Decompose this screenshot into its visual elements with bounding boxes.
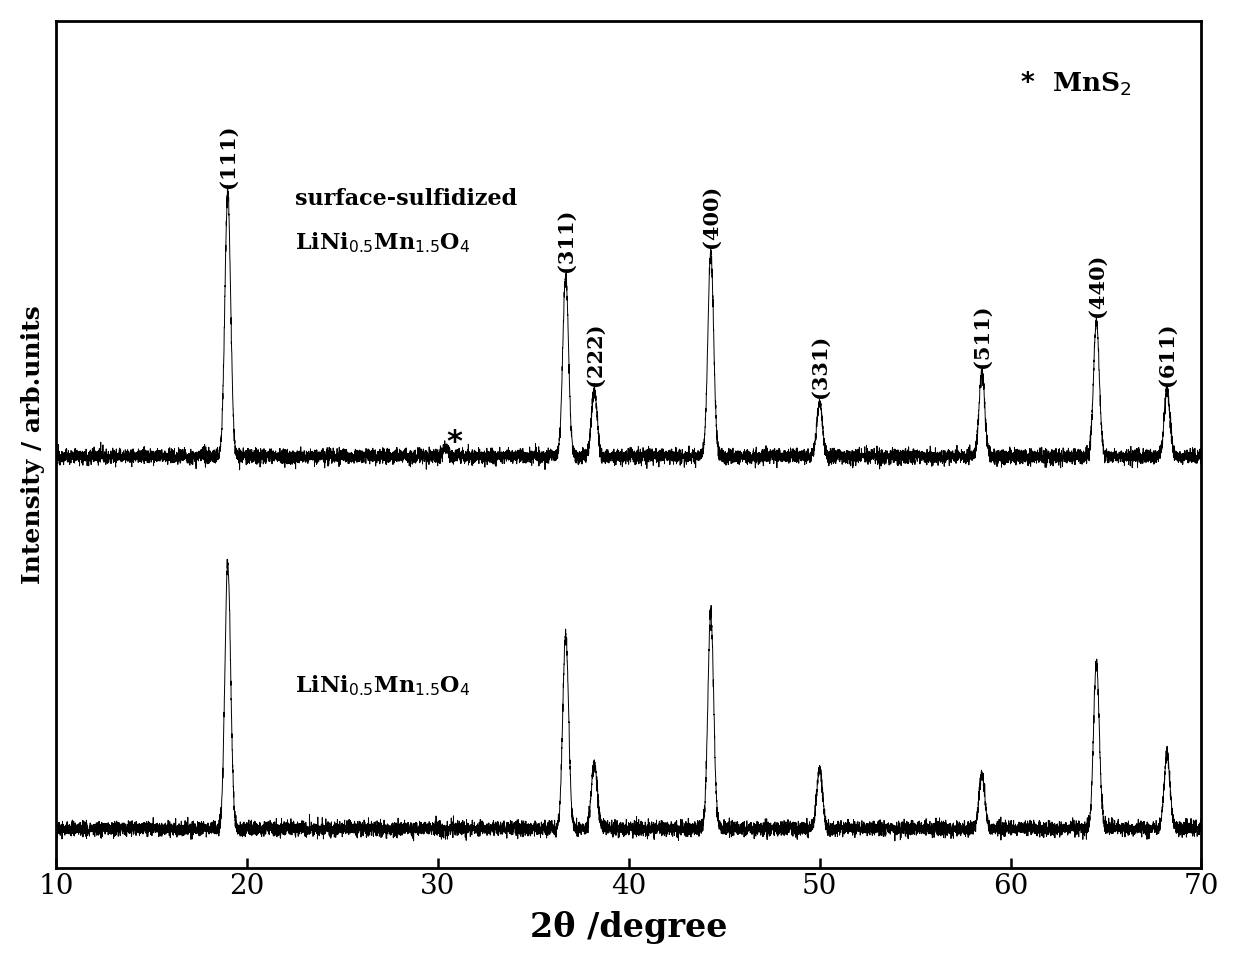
- Text: (311): (311): [556, 208, 575, 272]
- Text: $\mathbf{*}$  MnS$_2$: $\mathbf{*}$ MnS$_2$: [1021, 69, 1132, 98]
- Y-axis label: Intensity / arb.units: Intensity / arb.units: [21, 305, 45, 584]
- X-axis label: 2θ /degree: 2θ /degree: [529, 911, 728, 944]
- Text: LiNi$_{0.5}$Mn$_{1.5}$O$_4$: LiNi$_{0.5}$Mn$_{1.5}$O$_4$: [295, 674, 470, 699]
- Text: (440): (440): [1086, 254, 1106, 317]
- Text: (222): (222): [584, 322, 604, 386]
- Text: (611): (611): [1157, 322, 1177, 386]
- Text: surface-sulfidized: surface-sulfidized: [295, 188, 517, 210]
- Text: (511): (511): [972, 305, 992, 369]
- Text: $\mathbf{*}$: $\mathbf{*}$: [446, 427, 464, 455]
- Text: (331): (331): [810, 335, 830, 399]
- Text: (400): (400): [701, 184, 720, 248]
- Text: (111): (111): [218, 124, 238, 187]
- Text: LiNi$_{0.5}$Mn$_{1.5}$O$_4$: LiNi$_{0.5}$Mn$_{1.5}$O$_4$: [295, 231, 470, 255]
